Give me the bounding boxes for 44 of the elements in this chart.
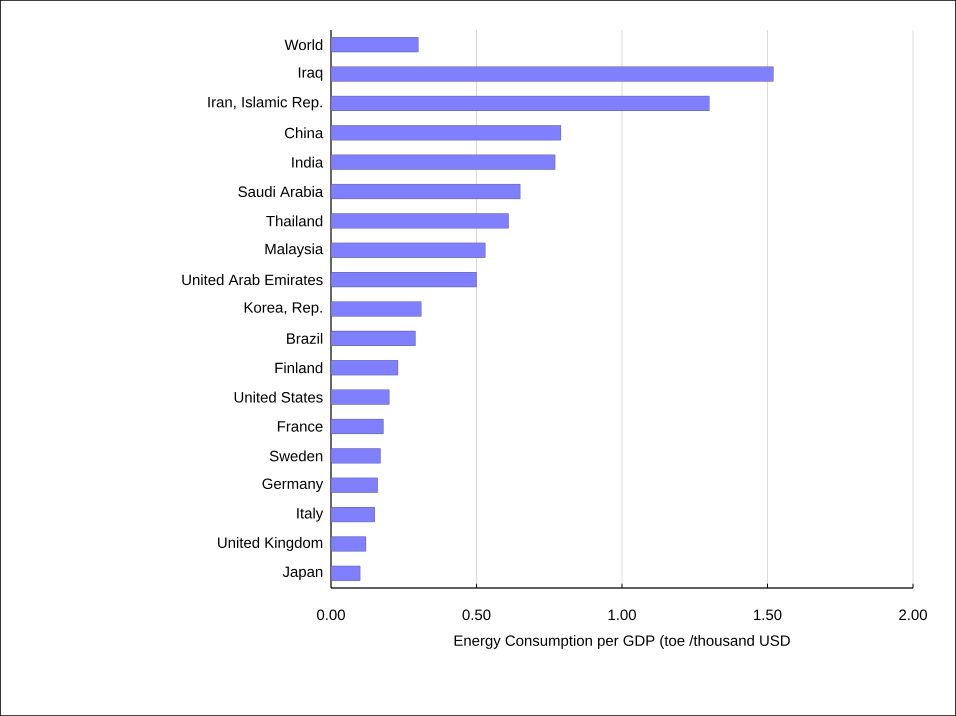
y-tick-label: Malaysia [265,243,324,258]
y-tick-label: Saudi Arabia [238,186,324,198]
bar [331,330,416,346]
bar [331,478,378,493]
y-tick-label: Italy [297,508,324,522]
y-tick-label: United States [234,392,323,403]
bar [331,154,556,170]
y-tick-label: Japan [282,566,322,580]
y-tick-label: India [292,156,324,168]
bar [331,301,422,317]
bar [331,390,390,405]
y-tick-label: Germany [262,478,324,492]
bar [331,566,360,581]
y-tick-label: Korea, Rep. [244,302,322,316]
y-tick-label: China [284,127,324,138]
bar [331,536,366,552]
x-tick-label: 0.50 [462,610,490,620]
x-tick-label: 0.00 [317,610,345,620]
bar [331,37,418,52]
y-tick-label: United Arab Emirates [182,274,323,286]
y-tick-label: France [278,421,323,432]
bar [331,213,509,228]
bar [331,448,381,464]
y-tick-label: Iran, Islamic Rep. [208,96,322,110]
x-tick-label: 1.00 [608,610,636,620]
x-axis-title: Energy Consumption per GDP (toe /thousand USD [454,634,790,649]
bar [331,96,710,111]
y-tick-label: Iraq [298,67,322,81]
bar [331,66,774,82]
bar [331,360,398,376]
bar [331,272,477,288]
y-tick-label: Brazil [287,332,322,344]
bar [331,125,562,140]
x-tick-label: 2.00 [899,610,927,620]
x-tick-label: 1.50 [754,610,782,620]
y-tick-label: Thailand [266,215,322,226]
y-tick-label: World [284,39,322,50]
bar [331,507,375,522]
bar [331,242,486,258]
y-tick-label: United Kingdom [218,536,322,551]
bar [331,184,520,200]
y-tick-label: Finland [275,362,322,374]
y-tick-label: Sweden [270,450,322,462]
bar [331,418,384,434]
